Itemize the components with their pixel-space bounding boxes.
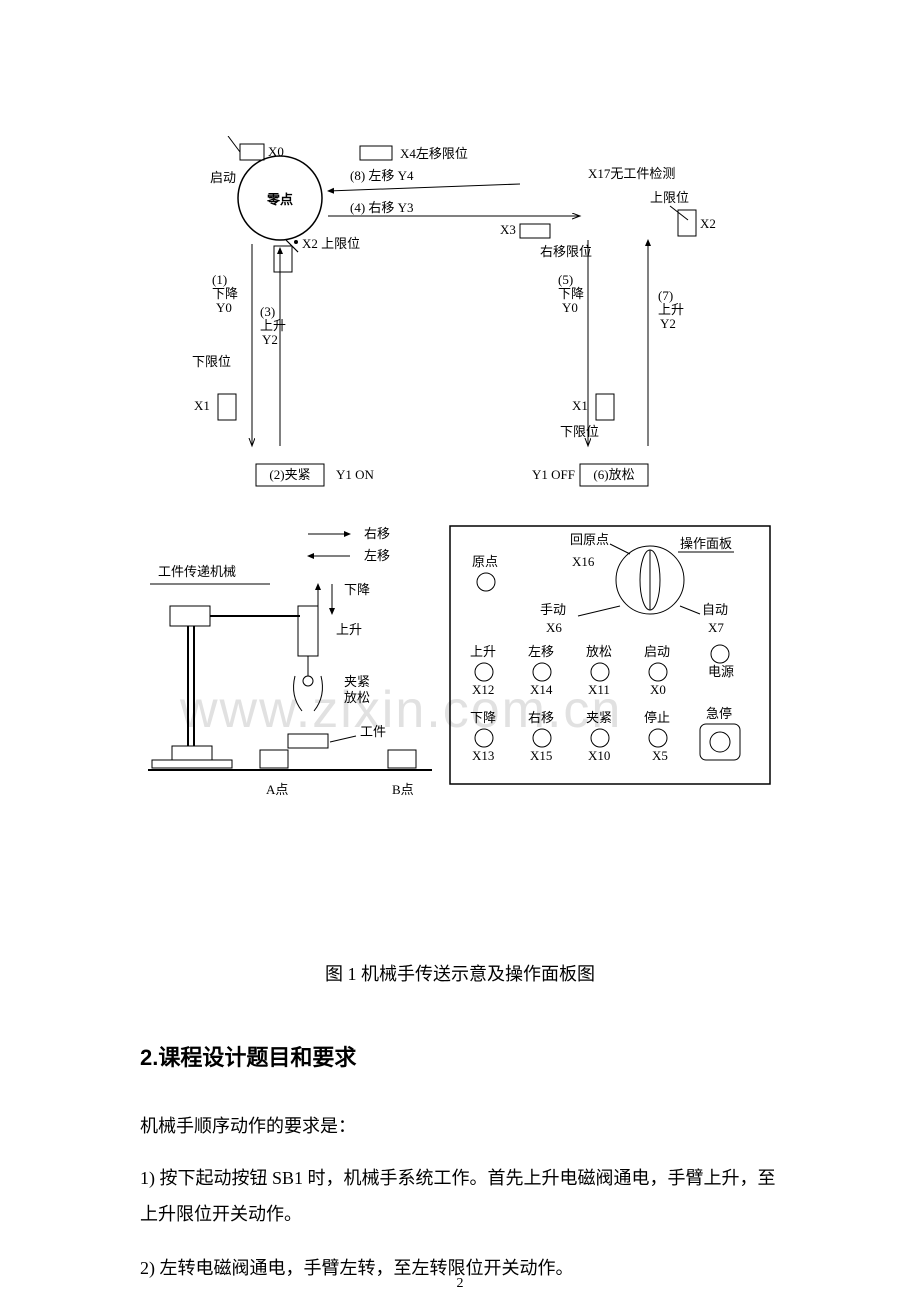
clamp-box-label: (2)夹紧	[269, 467, 310, 482]
svg-text:X11: X11	[588, 682, 610, 697]
paragraph-intro: 机械手顺序动作的要求是：	[140, 1108, 780, 1144]
svg-text:右移: 右移	[528, 710, 554, 725]
step4-label: (4) 右移 Y3	[350, 200, 414, 215]
svg-text:X10: X10	[588, 748, 610, 763]
svg-text:X13: X13	[472, 748, 494, 763]
svg-text:停止: 停止	[644, 710, 670, 725]
x2-right-label: X2	[700, 216, 716, 231]
right-y2-label: Y2	[660, 316, 676, 331]
svg-text:手动: 手动	[540, 602, 566, 617]
x0-label: X0	[268, 144, 284, 159]
x3-label: X3	[500, 222, 516, 237]
x0-sensor	[240, 144, 264, 160]
svg-text:上升: 上升	[470, 644, 496, 659]
y1-off-label: Y1 OFF	[532, 467, 575, 482]
svg-text:回原点: 回原点	[570, 532, 609, 547]
svg-text:自动: 自动	[702, 602, 728, 617]
svg-text:放松: 放松	[344, 690, 370, 705]
x17-label: X17无工件检测	[588, 166, 675, 181]
x3-sensor	[520, 224, 550, 238]
svg-text:A点: A点	[266, 782, 288, 797]
start-label: 启动	[210, 170, 236, 185]
svg-text:左移: 左移	[364, 548, 390, 563]
left-down-label: 下降	[212, 286, 238, 301]
svg-text:上升: 上升	[336, 622, 362, 637]
step8-arrow	[328, 184, 520, 191]
release-box-label: (6)放松	[593, 467, 634, 482]
svg-text:右移: 右移	[364, 526, 390, 541]
control-panel: 操作面板 回原点 X16 原点 手动 自动 X6 X7 上升 X12 左移	[450, 526, 770, 784]
svg-text:B点: B点	[392, 782, 414, 797]
zero-point-label: 零点	[266, 192, 293, 207]
svg-text:X12: X12	[472, 682, 494, 697]
svg-text:下降: 下降	[470, 710, 496, 725]
svg-text:夹紧: 夹紧	[344, 674, 370, 689]
left-up-label: 上升	[260, 318, 286, 333]
figure-1: 零点 X0 启动 X4左移限位 (8) 左移 Y4 (4) 右移 Y3 X17无…	[140, 136, 780, 896]
figure-caption: 图 1 机械手传送示意及操作面板图	[0, 960, 920, 986]
mechanical-diagram: 右移 左移 工件传递机械 下降 上升 夹紧 放松	[148, 526, 432, 797]
x2-upper-label: X2 上限位	[302, 236, 360, 251]
y1-on-label: Y1 ON	[336, 467, 375, 482]
x2-left-sensor	[274, 246, 292, 272]
svg-text:左移: 左移	[528, 644, 554, 659]
paragraph-step1: 1) 按下起动按钮 SB1 时，机械手系统工作。首先上升电磁阀通电，手臂上升，至…	[140, 1160, 780, 1232]
svg-text:下降: 下降	[344, 582, 370, 597]
svg-text:X7: X7	[708, 620, 724, 635]
right-limit-label: 右移限位	[540, 244, 592, 259]
left-step3: (3)	[260, 304, 275, 319]
right-up-label: 上升	[658, 302, 684, 317]
svg-text:原点: 原点	[472, 554, 498, 569]
x4-sensor	[360, 146, 392, 160]
right-step7: (7)	[658, 288, 673, 303]
svg-text:启动: 启动	[644, 644, 670, 659]
svg-text:急停: 急停	[706, 706, 732, 721]
right-y0-label: Y0	[562, 300, 578, 315]
lower-limit-left: 下限位	[192, 354, 231, 369]
upper-limit-right: 上限位	[650, 190, 689, 205]
svg-text:X5: X5	[652, 748, 668, 763]
x1-right-label: X1	[572, 398, 588, 413]
right-step5: (5)	[558, 272, 573, 287]
svg-text:X14: X14	[530, 682, 553, 697]
page-number: 2	[0, 1276, 920, 1292]
left-step1: (1)	[212, 272, 227, 287]
svg-text:X15: X15	[530, 748, 552, 763]
x1-left-label: X1	[194, 398, 210, 413]
svg-text:工件: 工件	[360, 724, 386, 739]
svg-text:X16: X16	[572, 554, 595, 569]
x4-label: X4左移限位	[400, 146, 468, 161]
svg-text:X0: X0	[650, 682, 666, 697]
left-y0-label: Y0	[216, 300, 232, 315]
x1-right-sensor	[596, 394, 614, 420]
left-y2-label: Y2	[262, 332, 278, 347]
svg-text:工件传递机械: 工件传递机械	[158, 564, 236, 579]
svg-text:电源: 电源	[708, 664, 734, 679]
right-down-label: 下降	[558, 286, 584, 301]
x1-left-sensor	[218, 394, 236, 420]
section-heading: 2.课程设计题目和要求	[140, 1040, 356, 1072]
svg-text:夹紧: 夹紧	[586, 710, 612, 725]
svg-text:放松: 放松	[586, 644, 612, 659]
figure-svg: 零点 X0 启动 X4左移限位 (8) 左移 Y4 (4) 右移 Y3 X17无…	[140, 136, 780, 896]
step8-label: (8) 左移 Y4	[350, 168, 414, 183]
lower-limit-right: 下限位	[560, 424, 599, 439]
svg-text:操作面板: 操作面板	[680, 536, 732, 551]
svg-text:X6: X6	[546, 620, 562, 635]
